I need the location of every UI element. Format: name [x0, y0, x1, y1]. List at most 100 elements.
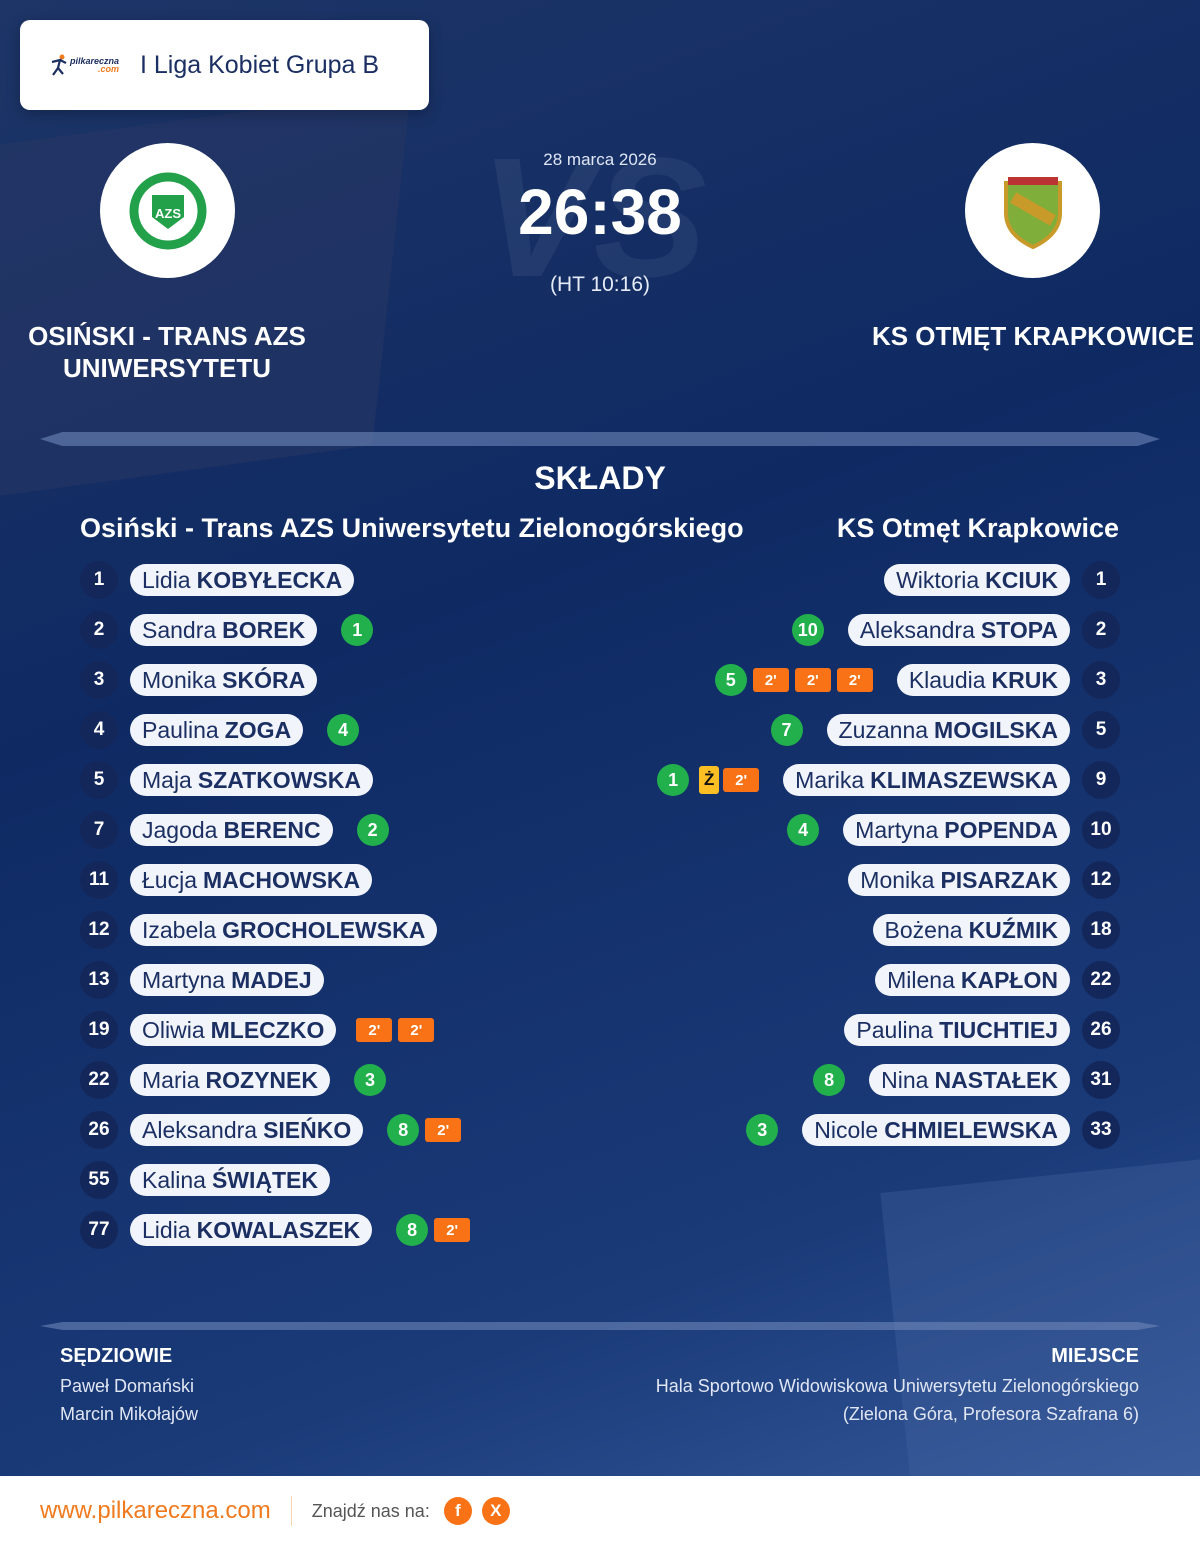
- player-name: Milena KAPŁON: [875, 964, 1070, 996]
- player-last-name: SKÓRA: [222, 666, 306, 693]
- suspension-badge: 2': [723, 768, 760, 792]
- player-last-name: KCIUK: [985, 566, 1058, 593]
- venue-address: (Zielona Góra, Profesora Szafrana 6): [842, 1404, 1139, 1424]
- player-first-name: Jagoda: [142, 816, 218, 843]
- player-last-name: ŚWIĄTEK: [211, 1166, 318, 1193]
- player-row: 1 Lidia KOBYŁECKA: [80, 555, 470, 605]
- player-row: 11 Łucja MACHOWSKA: [80, 855, 470, 905]
- background-shape: [880, 1149, 1200, 1476]
- match-date: 28 marca 2026: [543, 150, 657, 169]
- azs-crest-icon: AZS: [129, 172, 206, 249]
- player-name: Nina NASTAŁEK: [869, 1064, 1070, 1096]
- suspension-badge: 2': [836, 668, 873, 692]
- player-row: 3 Nicole CHMIELEWSKA 33: [657, 1105, 1120, 1155]
- suspension-badge: 2': [356, 1018, 393, 1042]
- player-last-name: MACHOWSKA: [202, 866, 361, 893]
- shirt-number: 31: [1082, 1061, 1120, 1099]
- shirt-number: 33: [1082, 1111, 1120, 1149]
- shirt-number: 9: [1082, 761, 1120, 799]
- player-last-name: MLECZKO: [210, 1016, 325, 1043]
- shirt-number: 26: [1082, 1011, 1120, 1049]
- away-lineup-title: KS Otmęt Krapkowice: [836, 513, 1119, 543]
- player-first-name: Zuzanna: [838, 716, 929, 743]
- shirt-number: 11: [80, 861, 118, 899]
- separator: [290, 1496, 292, 1526]
- away-team-crest: [965, 143, 1100, 278]
- shirt-number: 26: [80, 1111, 118, 1149]
- player-last-name: KLIMASZEWSKA: [870, 766, 1058, 793]
- player-name: Sandra BOREK: [130, 614, 318, 646]
- player-last-name: SZATKOWSKA: [197, 766, 361, 793]
- player-first-name: Lidia: [142, 1216, 191, 1243]
- player-last-name: MADEJ: [231, 966, 312, 993]
- logo-sub: .com: [98, 64, 120, 74]
- x-icon[interactable]: X: [481, 1497, 510, 1525]
- shirt-number: 5: [1082, 711, 1120, 749]
- player-name: Kalina ŚWIĄTEK: [130, 1164, 330, 1196]
- home-team-crest: AZS: [100, 143, 235, 278]
- player-first-name: Aleksandra: [142, 1116, 258, 1143]
- player-row: 19 Oliwia MLECZKO 2' 2': [80, 1005, 470, 1055]
- halftime-score: (HT 10:16): [550, 273, 650, 296]
- goals-badge: 8: [387, 1114, 420, 1146]
- away-lineup: Wiktoria KCIUK 1 10 Aleksandra STOPA 2 5 2' 2' 2' K…: [657, 555, 1120, 1155]
- player-first-name: Milena: [887, 966, 955, 993]
- player-last-name: ZOGA: [224, 716, 292, 743]
- player-row: 5 Maja SZATKOWSKA: [80, 755, 470, 805]
- find-us-label: Znajdź nas na:: [311, 1500, 430, 1521]
- divider: [40, 432, 1160, 446]
- player-name: Zuzanna MOGILSKA: [826, 714, 1070, 746]
- goals-badge: 1: [657, 764, 690, 796]
- player-last-name: TIUCHTIEJ: [939, 1016, 1058, 1043]
- player-first-name: Maja: [142, 766, 192, 793]
- player-events: 4: [327, 714, 360, 746]
- player-name: Jagoda BERENC: [130, 814, 333, 846]
- player-row: Wiktoria KCIUK 1: [657, 555, 1120, 605]
- player-first-name: Sandra: [142, 616, 217, 643]
- player-first-name: Izabela: [142, 916, 217, 943]
- player-row: Monika PISARZAK 12: [657, 855, 1120, 905]
- shirt-number: 7: [80, 811, 118, 849]
- player-last-name: NASTAŁEK: [934, 1066, 1058, 1093]
- player-row: 5 2' 2' 2' Klaudia KRUK 3: [657, 655, 1120, 705]
- suspension-badge: 2': [752, 668, 789, 692]
- shirt-number: 5: [80, 761, 118, 799]
- player-first-name: Aleksandra: [859, 616, 975, 643]
- goals-badge: 8: [813, 1064, 846, 1096]
- player-first-name: Oliwia: [142, 1016, 205, 1043]
- player-row: 7 Zuzanna MOGILSKA 5: [657, 705, 1120, 755]
- referees-title: SĘDZIOWIE: [60, 1345, 173, 1367]
- player-row: 2 Sandra BOREK 1: [80, 605, 470, 655]
- player-events: 2' 2': [356, 1018, 435, 1042]
- player-last-name: POPENDA: [944, 816, 1058, 843]
- player-name: Monika PISARZAK: [848, 864, 1070, 896]
- goals-badge: 1: [341, 614, 374, 646]
- pilkareczna-logo[interactable]: pilkareczna .com: [50, 54, 140, 76]
- player-name: Wiktoria KCIUK: [884, 564, 1070, 596]
- player-last-name: BERENC: [223, 816, 321, 843]
- player-row: 12 Izabela GROCHOLEWSKA: [80, 905, 470, 955]
- player-events: 8 2': [387, 1114, 462, 1146]
- website-link[interactable]: www.pilkareczna.com: [40, 1497, 271, 1524]
- venue-name: Hala Sportowo Widowiskowa Uniwersytetu Z…: [655, 1376, 1139, 1396]
- player-row: 3 Monika SKÓRA: [80, 655, 470, 705]
- player-first-name: Łucja: [142, 866, 197, 893]
- svg-text:AZS: AZS: [155, 206, 181, 221]
- facebook-icon[interactable]: f: [443, 1497, 472, 1525]
- player-name: Łucja MACHOWSKA: [130, 864, 373, 896]
- shirt-number: 12: [80, 911, 118, 949]
- player-events: 3: [353, 1064, 386, 1096]
- away-team-name: KS OTMĘT KRAPKOWICE: [871, 321, 1195, 351]
- player-first-name: Lidia: [142, 566, 191, 593]
- player-first-name: Nina: [881, 1066, 929, 1093]
- player-row: 55 Kalina ŚWIĄTEK: [80, 1155, 470, 1205]
- referee: Marcin Mikołajów: [60, 1404, 199, 1424]
- shirt-number: 77: [80, 1211, 118, 1249]
- player-first-name: Bożena: [884, 916, 963, 943]
- handball-player-icon: [50, 54, 68, 76]
- player-name: Monika SKÓRA: [130, 664, 318, 696]
- shirt-number: 22: [1082, 961, 1120, 999]
- player-row: 4 Martyna POPENDA 10: [657, 805, 1120, 855]
- venue-title: MIEJSCE: [1051, 1345, 1139, 1367]
- final-score: 26:38: [518, 176, 682, 248]
